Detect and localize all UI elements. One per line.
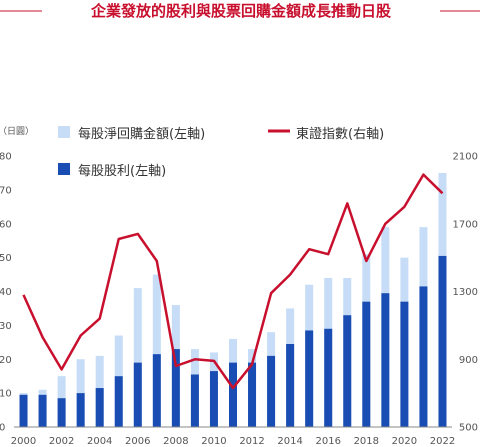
x-tick-label: 2012 [239, 436, 264, 447]
legend-swatch-buyback [58, 126, 70, 138]
title-block: 企業發放的股利與股票回購金額成長推動日股 [0, 2, 480, 20]
y-left-tick-label: 20 [0, 355, 12, 366]
line-topix [22, 173, 444, 390]
y-right-tick-label: 1700 [453, 219, 478, 230]
x-tick-label: 2004 [87, 436, 112, 447]
bar-dividend [400, 301, 409, 427]
legend-label-topix: 東證指數(右軸) [296, 126, 384, 142]
bar-dividend [152, 354, 161, 427]
bar-dividend [438, 255, 447, 427]
bar-dividend [343, 315, 352, 427]
x-tick-label: 2014 [277, 436, 302, 447]
bar-dividend [76, 393, 85, 427]
y-left-axis: 0 10 20 30 40 50 60 70 80 [0, 152, 12, 434]
bar-buyback [133, 288, 142, 427]
y-right-axis: 500 900 1300 1700 2100 [453, 152, 478, 434]
bar-dividend [305, 330, 314, 427]
x-tick-label: 2018 [354, 436, 379, 447]
x-tick-label: 2022 [430, 436, 455, 447]
legend: 每股淨回購金額(左軸) 東證指數(右軸) 每股股利(左軸) [58, 126, 384, 179]
x-tick-label: 2000 [11, 436, 36, 447]
bar-dividend [229, 362, 237, 427]
y-right-tick-label: 2100 [453, 152, 478, 163]
y-left-tick-label: 0 [0, 423, 5, 434]
bar-dividend [362, 301, 371, 427]
legend-label-dividend: 每股股利(左軸) [78, 163, 166, 179]
bar-dividend [267, 355, 276, 427]
y-left-tick-label: 80 [0, 152, 12, 163]
y-left-tick-label: 40 [0, 287, 12, 298]
bar-dividend [248, 362, 257, 427]
legend-swatch-dividend [58, 163, 70, 175]
bar-dividend [19, 394, 28, 427]
series-dividend-bars [19, 255, 447, 427]
chart-title: 企業發放的股利與股票回購金額成長推動日股 [90, 2, 392, 20]
x-tick-label: 2008 [163, 436, 188, 447]
bar-dividend [171, 349, 180, 427]
x-tick-label: 2002 [49, 436, 74, 447]
bar-dividend [133, 362, 142, 427]
y-right-tick-label: 900 [459, 355, 478, 366]
y-left-tick-label: 50 [0, 253, 12, 264]
y-left-unit: （日圓） [0, 126, 34, 137]
bar-dividend [38, 394, 47, 427]
y-left-tick-label: 60 [0, 219, 12, 230]
series-topix-line [22, 173, 444, 390]
bar-dividend [57, 398, 66, 427]
bar-dividend [209, 371, 218, 427]
bar-dividend [95, 388, 104, 427]
y-right-tick-label: 500 [459, 423, 478, 434]
x-tick-label: 2006 [125, 436, 150, 447]
y-left-tick-label: 10 [0, 389, 12, 400]
x-tick-label: 2016 [315, 436, 340, 447]
y-left-tick-label: 70 [0, 185, 12, 196]
y-right-tick-label: 1300 [453, 287, 478, 298]
bar-dividend [190, 374, 199, 427]
bar-buyback [152, 274, 161, 427]
legend-label-buyback: 每股淨回購金額(左軸) [78, 126, 205, 142]
x-axis: 2000 2002 2004 2006 2008 2010 2012 2014 2016 2018… [11, 426, 455, 447]
bar-dividend [114, 376, 123, 427]
y-left-tick-label: 30 [0, 321, 12, 332]
bar-dividend [381, 293, 390, 427]
x-tick-label: 2010 [201, 436, 226, 447]
bar-dividend [419, 286, 428, 427]
bar-dividend [324, 328, 333, 427]
bar-dividend [286, 344, 295, 427]
x-tick-label: 2020 [392, 436, 417, 447]
